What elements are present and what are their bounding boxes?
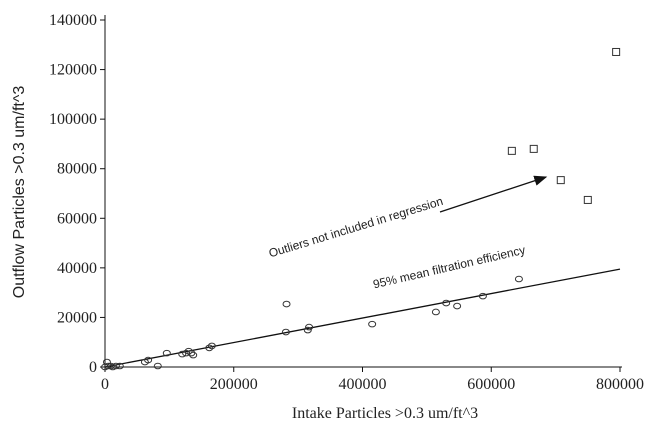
point: [144, 356, 153, 364]
y-tick-label: 140000: [49, 12, 97, 29]
x-axis-label: Intake Particles >0.3 um/ft^3: [292, 405, 478, 422]
x-tick-label: 400000: [339, 376, 387, 393]
point: [514, 275, 523, 283]
point: [282, 300, 291, 308]
y-tick-label: 100000: [49, 111, 97, 128]
y-tick-label: 120000: [49, 62, 97, 79]
point: [189, 351, 198, 359]
point: [478, 292, 487, 300]
point: [205, 344, 214, 352]
x-tick-label: 600000: [467, 376, 515, 393]
point: [305, 323, 314, 331]
arrow: [439, 175, 548, 213]
x-tick-label: 200000: [210, 376, 258, 393]
y-axis-label: Outflow Particles >0.3 um/ft^3: [11, 86, 28, 299]
point: [104, 362, 113, 370]
point: [303, 326, 312, 334]
point: [368, 320, 377, 328]
point: [115, 362, 124, 370]
annotation: 95% mean filtration efficiency: [372, 243, 527, 292]
point: [182, 349, 191, 357]
point: [583, 195, 592, 204]
point: [453, 302, 462, 310]
point: [153, 362, 162, 370]
x-tick-label: 0: [101, 376, 109, 393]
point: [507, 146, 516, 155]
point: [187, 349, 196, 357]
point: [529, 144, 538, 153]
point: [207, 342, 216, 350]
y-tick-label: 40000: [57, 260, 97, 277]
point: [281, 328, 290, 336]
point: [178, 350, 187, 358]
annotation: Outliers not included in regression: [267, 194, 445, 260]
point: [162, 349, 171, 357]
point: [111, 362, 120, 370]
point: [556, 176, 565, 185]
x-tick-label: 800000: [596, 376, 644, 393]
point: [184, 347, 193, 355]
y-tick-label: 0: [89, 359, 97, 376]
point: [106, 362, 115, 370]
y-tick-label: 80000: [57, 161, 97, 178]
point: [442, 299, 451, 307]
y-tick-label: 60000: [57, 210, 97, 227]
y-tick-label: 20000: [57, 309, 97, 326]
point: [431, 308, 440, 316]
point: [612, 47, 621, 56]
